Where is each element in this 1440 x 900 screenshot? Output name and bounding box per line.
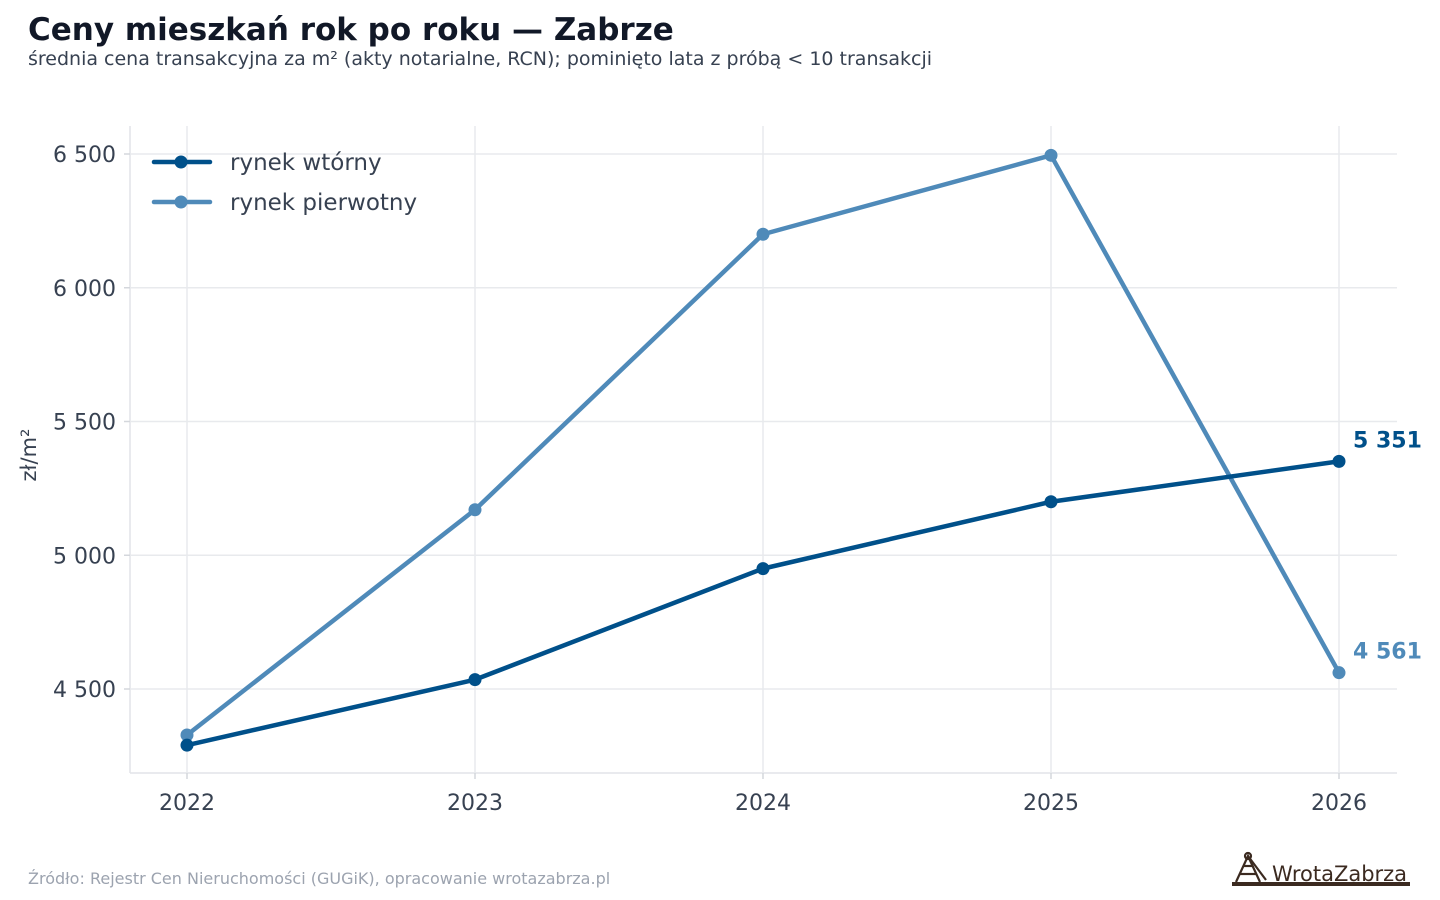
data-point xyxy=(1044,495,1058,509)
x-tick-label: 2023 xyxy=(447,791,503,816)
legend-label: rynek pierwotny xyxy=(230,190,417,216)
chart-subtitle: średnia cena transakcyjna za m² (akty no… xyxy=(28,48,933,70)
x-tick-label: 2026 xyxy=(1311,791,1367,816)
legend-marker xyxy=(174,155,188,169)
data-point xyxy=(1332,666,1346,680)
chart-title: Ceny mieszkań rok po roku — Zabrze xyxy=(28,12,674,48)
y-tick-label: 6 000 xyxy=(53,277,116,302)
logo-text: WrotaZabrza xyxy=(1272,862,1408,886)
data-point xyxy=(180,728,194,742)
data-point xyxy=(180,738,194,752)
x-tick-label: 2024 xyxy=(735,791,791,816)
data-point xyxy=(756,562,770,576)
wrotazabrza-logo: WrotaZabrza xyxy=(1228,850,1414,890)
y-tick-label: 4 500 xyxy=(53,678,116,703)
data-point xyxy=(468,503,482,517)
source-note: Źródło: Rejestr Cen Nieruchomości (GUGiK… xyxy=(28,869,611,888)
y-axis-label: zł/m² xyxy=(17,429,41,482)
y-tick-label: 5 000 xyxy=(53,544,116,569)
end-data-label: 5 351 xyxy=(1353,428,1422,453)
data-point xyxy=(756,227,770,241)
x-tick-label: 2022 xyxy=(159,791,215,816)
y-tick-label: 6 500 xyxy=(53,143,116,168)
y-tick-label: 5 500 xyxy=(53,411,116,436)
data-point xyxy=(468,673,482,687)
mine-tower-icon xyxy=(1232,851,1410,886)
end-data-label: 4 561 xyxy=(1353,640,1422,665)
data-point xyxy=(1332,454,1346,468)
data-point xyxy=(1044,148,1058,162)
legend-label: rynek wtórny xyxy=(230,150,382,176)
x-tick-label: 2025 xyxy=(1023,791,1079,816)
legend-marker xyxy=(174,195,188,209)
